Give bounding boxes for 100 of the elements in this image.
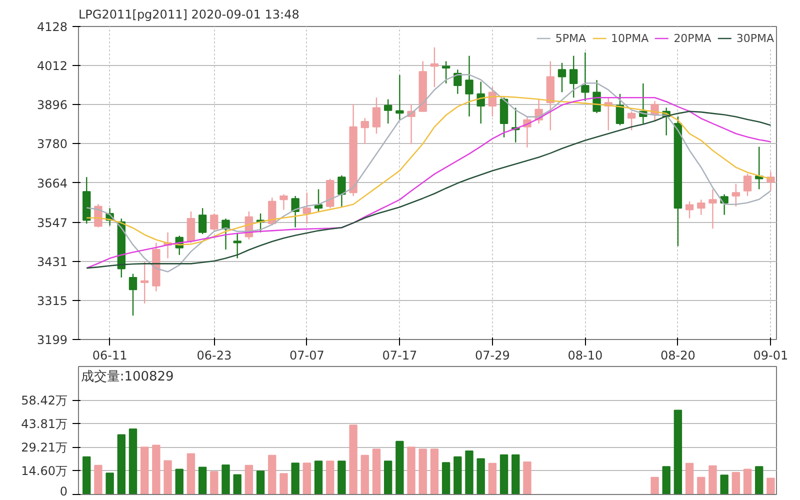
candlestick bbox=[372, 96, 381, 134]
bar bbox=[454, 456, 462, 494]
legend-label: 10PMA bbox=[611, 32, 649, 44]
candlestick bbox=[186, 210, 196, 244]
y-tick-label: 4128 bbox=[36, 20, 68, 34]
bar bbox=[418, 448, 427, 494]
bar bbox=[465, 450, 474, 494]
x-tick-label: 07-29 bbox=[474, 348, 510, 362]
y-tick-label: 3780 bbox=[36, 137, 68, 152]
candlestick bbox=[766, 171, 775, 192]
y-tick-label: 0 bbox=[60, 484, 68, 498]
bar bbox=[128, 428, 138, 494]
bar bbox=[720, 474, 728, 494]
bar bbox=[314, 460, 323, 494]
bar bbox=[268, 454, 276, 494]
candlestick bbox=[627, 110, 636, 131]
candlestick bbox=[430, 46, 439, 88]
bar bbox=[755, 466, 764, 494]
y-tick-label: 43.81万 bbox=[21, 416, 68, 431]
legend-label: 20PMA bbox=[674, 32, 712, 44]
candlestick bbox=[743, 173, 752, 197]
bar bbox=[662, 466, 670, 494]
bar bbox=[697, 476, 706, 494]
x-tick-label: 06-23 bbox=[196, 348, 232, 362]
candlestick bbox=[708, 188, 717, 230]
bar bbox=[442, 462, 450, 494]
x-tick-label: 07-07 bbox=[289, 348, 324, 362]
candlestick bbox=[222, 218, 230, 250]
bar bbox=[175, 468, 184, 494]
y-tick-label: 3199 bbox=[36, 333, 68, 347]
bar bbox=[291, 462, 300, 494]
candlestick bbox=[592, 79, 601, 114]
candlestick bbox=[465, 55, 474, 118]
bar bbox=[94, 464, 102, 494]
bar bbox=[476, 458, 485, 494]
bar bbox=[338, 460, 346, 494]
candlestick bbox=[198, 208, 207, 235]
bar bbox=[256, 470, 265, 494]
y-tick-label: 3315 bbox=[36, 294, 68, 308]
bar bbox=[222, 464, 230, 494]
bar bbox=[233, 474, 242, 494]
candlestick bbox=[476, 81, 485, 124]
candlestick bbox=[558, 62, 566, 93]
candlestick bbox=[616, 93, 624, 126]
bar bbox=[210, 471, 218, 494]
bar bbox=[164, 460, 172, 494]
x-tick-label: 06-11 bbox=[92, 348, 128, 362]
bar bbox=[349, 424, 358, 494]
candlestick bbox=[291, 195, 300, 228]
y-tick-label: 58.42万 bbox=[21, 393, 68, 408]
candlestick bbox=[697, 199, 706, 216]
candlestick bbox=[280, 194, 288, 210]
bar bbox=[186, 453, 196, 494]
candlestick bbox=[720, 194, 728, 216]
candlestick bbox=[360, 118, 369, 145]
x-tick-label: 09-01 bbox=[753, 348, 788, 362]
candlestick bbox=[338, 174, 346, 208]
bar bbox=[106, 472, 114, 494]
bar bbox=[500, 454, 508, 494]
bar bbox=[407, 446, 416, 494]
bar bbox=[280, 473, 288, 494]
bar bbox=[732, 472, 740, 494]
bar bbox=[384, 460, 392, 494]
y-tick-label: 3664 bbox=[36, 176, 68, 190]
bar bbox=[140, 446, 149, 494]
bar bbox=[650, 476, 659, 494]
y-tick-label: 3896 bbox=[36, 98, 68, 112]
bar bbox=[685, 462, 694, 494]
legend-label: 30PMA bbox=[736, 32, 774, 44]
y-tick-label: 29.21万 bbox=[21, 440, 68, 454]
bar bbox=[372, 448, 381, 494]
bar bbox=[396, 440, 404, 494]
y-tick-label: 3547 bbox=[36, 216, 68, 230]
candlestick bbox=[732, 183, 740, 208]
candlestick bbox=[384, 98, 392, 124]
bar bbox=[198, 466, 207, 494]
bar bbox=[82, 456, 91, 494]
candlestick bbox=[442, 60, 450, 84]
bar bbox=[430, 448, 439, 494]
bar bbox=[674, 410, 682, 494]
bar bbox=[326, 460, 334, 494]
bar bbox=[512, 454, 520, 494]
x-tick-label: 08-10 bbox=[568, 348, 603, 362]
bar bbox=[766, 478, 775, 494]
annotation: 成交量:100829 bbox=[80, 368, 174, 384]
candlestick bbox=[302, 192, 312, 224]
candlestick bbox=[233, 233, 242, 259]
bar bbox=[488, 462, 497, 494]
bar bbox=[117, 434, 126, 494]
y-tick-label: 3431 bbox=[36, 254, 68, 269]
y-tick-label: 4012 bbox=[36, 59, 68, 74]
candlestick bbox=[581, 52, 590, 102]
candlestick bbox=[128, 273, 138, 316]
bar bbox=[244, 464, 254, 494]
candlestick bbox=[685, 200, 694, 219]
bar bbox=[302, 462, 312, 494]
bar bbox=[360, 454, 369, 494]
y-tick-label: 14.60万 bbox=[21, 464, 68, 478]
chart-title: LPG2011[pg2011] 2020-09-01 13:48 bbox=[78, 8, 300, 22]
bar bbox=[708, 465, 717, 494]
